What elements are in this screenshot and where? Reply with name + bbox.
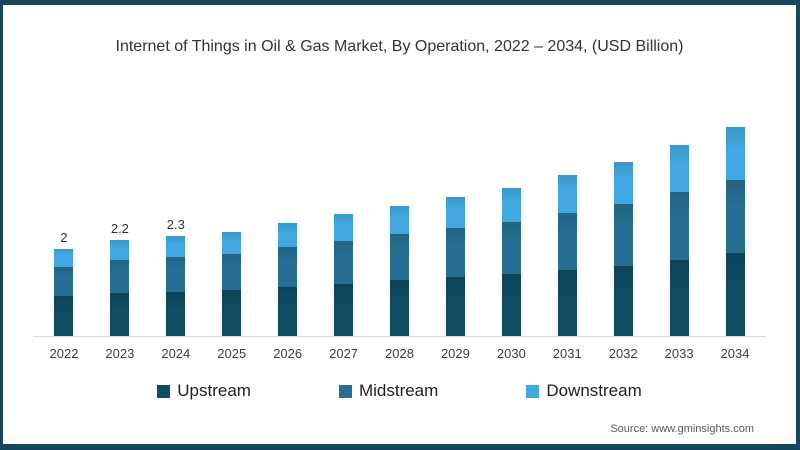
bar-segment-upstream-2025 [222, 289, 242, 336]
bar-slot-2029 [427, 105, 483, 336]
x-axis-label-2028: 2028 [385, 346, 414, 361]
x-axis-label-2025: 2025 [217, 346, 247, 361]
bar-slot-2030 [483, 105, 539, 336]
bar-slot-2027 [316, 105, 372, 336]
x-axis-labels: 2022 2023 2024 2025 2026 2027 2028 2029 2030 2031… [36, 346, 763, 361]
chart-title: Internet of Things in Oil & Gas Market, … [115, 38, 684, 55]
legend: Upstream Midstream Downstream [3, 381, 796, 401]
bar-slot-2025 [204, 105, 260, 336]
bar-segment-upstream-2027 [334, 283, 354, 336]
x-axis-label-2027: 2027 [329, 346, 359, 361]
bar-segment-midstream-2023 [110, 260, 130, 294]
bar-2023 [110, 240, 130, 336]
legend-swatch-icon [526, 384, 540, 398]
x-axis-line [33, 336, 766, 337]
bar-segment-downstream-2029 [445, 196, 465, 229]
bar-2030 [501, 188, 521, 336]
bar-segment-midstream-2034 [725, 180, 745, 254]
bar-segment-upstream-2034 [725, 253, 745, 336]
bar-segment-midstream-2032 [613, 203, 633, 266]
bar-segment-downstream-2031 [557, 175, 577, 213]
bar-slot-2031 [539, 105, 595, 336]
bar-2033 [669, 144, 689, 336]
bar-slot-2023: 2.2 [92, 105, 148, 336]
x-axis-label-2030: 2030 [496, 346, 526, 361]
legend-label: Downstream [546, 381, 642, 400]
legend-item-upstream: Upstream [157, 381, 251, 401]
bar-segment-upstream-2033 [669, 259, 689, 336]
bar-segment-downstream-2034 [725, 127, 745, 181]
bar-segment-downstream-2025 [222, 231, 242, 255]
x-axis-label-2024: 2024 [161, 346, 191, 361]
x-axis-label-2023: 2023 [105, 346, 135, 361]
bar-2024 [166, 235, 186, 336]
bar-segment-downstream-2023 [110, 240, 130, 261]
bar-segment-midstream-2024 [166, 256, 186, 292]
x-axis-label-2026: 2026 [273, 346, 303, 361]
bar-segment-upstream-2022 [54, 296, 74, 336]
bar-segment-upstream-2032 [613, 265, 633, 336]
x-axis-label-2034: 2034 [720, 346, 750, 361]
bar-segment-midstream-2029 [445, 228, 465, 278]
bar-segment-midstream-2031 [557, 212, 577, 270]
bar-slot-2024: 2.3 [148, 105, 204, 336]
legend-item-downstream: Downstream [526, 381, 642, 401]
bar-segment-downstream-2032 [613, 161, 633, 204]
bar-segment-downstream-2026 [278, 222, 298, 248]
bar-segment-midstream-2022 [54, 266, 74, 296]
bar-segment-downstream-2022 [54, 249, 74, 267]
bar-slot-2028 [372, 105, 428, 336]
bar-segment-midstream-2033 [669, 191, 689, 260]
bar-value-label-2022: 2 [60, 230, 68, 246]
bar-segment-midstream-2027 [334, 240, 354, 284]
bar-segment-upstream-2026 [278, 287, 298, 336]
bar-segment-downstream-2028 [389, 205, 409, 235]
bar-slot-2033 [651, 105, 707, 336]
legend-item-midstream: Midstream [338, 381, 439, 401]
x-axis-label-2032: 2032 [608, 346, 638, 361]
bar-segment-midstream-2028 [389, 234, 409, 281]
bar-segment-downstream-2027 [334, 214, 354, 241]
bar-slot-2026 [260, 105, 316, 336]
bar-2026 [278, 222, 298, 336]
bar-segment-downstream-2033 [669, 144, 689, 192]
bar-value-label-2023: 2.2 [110, 221, 129, 237]
bars-container: 2 2.2 2.3 [36, 105, 763, 336]
bar-segment-upstream-2024 [166, 291, 186, 336]
bar-slot-2032 [595, 105, 651, 336]
bar-2032 [613, 161, 633, 336]
bar-segment-downstream-2030 [501, 188, 521, 223]
x-axis-label-2033: 2033 [664, 346, 694, 361]
bar-2031 [557, 175, 577, 336]
legend-label: Midstream [358, 381, 439, 400]
bar-segment-midstream-2030 [501, 222, 521, 275]
bar-2027 [334, 214, 354, 336]
bar-slot-2022: 2 [36, 105, 92, 336]
bar-segment-midstream-2025 [222, 254, 242, 290]
bar-segment-upstream-2031 [557, 269, 577, 336]
bar-segment-upstream-2023 [110, 293, 130, 336]
bar-2025 [222, 231, 242, 336]
bar-segment-midstream-2026 [278, 247, 298, 288]
bar-2022 [54, 249, 74, 336]
bar-segment-upstream-2030 [501, 274, 521, 336]
legend-swatch-icon [338, 384, 352, 398]
x-axis-label-2031: 2031 [552, 346, 582, 361]
x-axis-label-2022: 2022 [49, 346, 79, 361]
legend-swatch-icon [157, 384, 171, 398]
source-attribution: Source: www.gminsights.com [610, 423, 754, 435]
bar-value-label-2024: 2.3 [166, 216, 185, 232]
bar-2028 [389, 205, 409, 336]
bar-segment-downstream-2024 [166, 235, 186, 257]
bar-slot-2034 [707, 105, 763, 336]
bar-segment-upstream-2028 [389, 280, 409, 336]
legend-label: Upstream [177, 381, 251, 400]
bar-segment-upstream-2029 [445, 277, 465, 336]
bar-2029 [445, 196, 465, 336]
bar-2034 [725, 127, 745, 336]
x-axis-label-2029: 2029 [440, 346, 470, 361]
